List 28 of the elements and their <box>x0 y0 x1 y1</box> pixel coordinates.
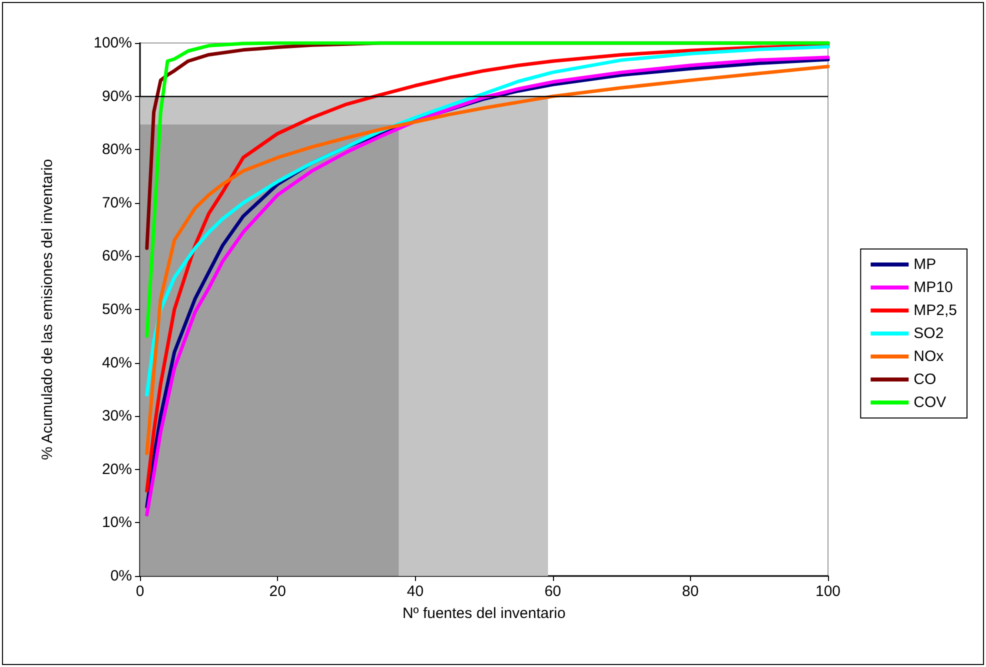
x-axis-title: Nº fuentes del inventario <box>402 605 566 622</box>
y-tick-label: 80% <box>102 141 132 158</box>
x-tick-label: 60 <box>544 583 562 600</box>
legend-label: MP2,5 <box>914 302 958 319</box>
y-tick-label: 50% <box>102 301 132 318</box>
y-tick-label: 0% <box>110 568 132 584</box>
legend-label: MP <box>914 256 936 273</box>
legend-label: NOx <box>914 348 944 365</box>
y-tick-label: 20% <box>102 460 132 478</box>
y-tick-label: 40% <box>102 354 132 372</box>
y-tick-label: 90% <box>102 88 132 105</box>
x-tick-label: 20 <box>269 583 286 600</box>
y-tick-label: 100% <box>94 34 132 52</box>
y-tick-label: 10% <box>102 514 132 532</box>
line-series <box>145 41 830 338</box>
legend-label: MP10 <box>914 279 953 296</box>
legend-label: CO <box>914 371 936 388</box>
x-tick-label: 100 <box>815 583 841 600</box>
y-axis-title: % Acumulado de las emisiones del inventario <box>39 158 56 460</box>
legend-label: COV <box>914 394 946 411</box>
x-tick-label: 0 <box>136 583 144 600</box>
y-tick-label: 30% <box>102 408 132 425</box>
line-series <box>145 44 830 397</box>
x-tick-label: 80 <box>682 583 699 600</box>
y-tick-label: 60% <box>102 248 132 265</box>
legend-label: SO2 <box>914 325 944 342</box>
x-tick-label: 40 <box>406 583 424 600</box>
y-tick-label: 70% <box>102 194 132 212</box>
